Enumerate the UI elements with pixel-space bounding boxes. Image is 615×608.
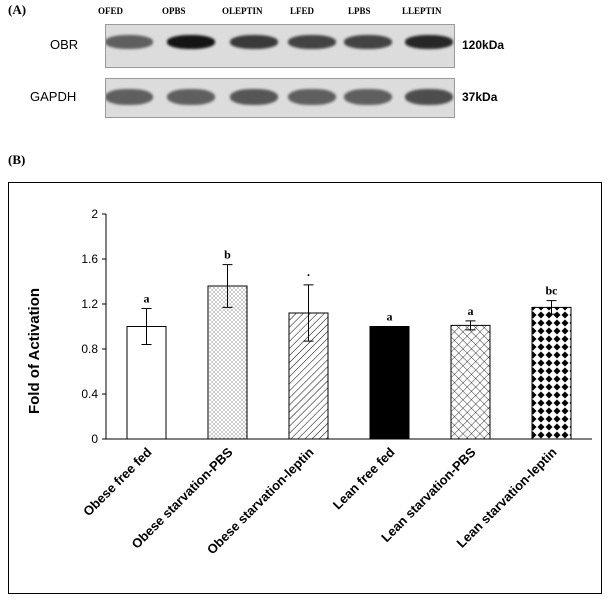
bar [369,326,410,440]
blot-band [167,35,215,49]
bar [531,306,572,440]
bar [207,285,248,440]
blot-band [106,35,153,49]
y-tick-label: 0.8 [81,342,98,356]
y-tick-label: 0 [91,432,98,446]
significance-label: b [224,248,231,262]
bar-chart: 00.40.81.21.62 ab·a abc Obese free fedObe… [26,207,592,557]
chart-frame: 0 0.4 0.8 1.2 1.6 2 a b · a a bc Obese free fed Obe… [8,182,602,594]
y-tick-label: 1.2 [81,297,98,311]
lane-label-lleptin: LLEPTIN [402,6,442,16]
lane-label-oleptin: OLEPTIN [222,6,263,16]
blot-band [405,35,453,49]
lane-label-lpbs: LPBS [348,6,371,16]
blot-band [230,89,278,105]
y-tick-label: 1.6 [81,252,98,266]
row-label-gapdh: GAPDH [30,89,77,104]
significance-label: · [306,268,310,282]
blot-obr [105,24,455,68]
blot-band [106,89,153,105]
blot-band [344,35,392,49]
blot-band [288,89,336,105]
blot-band [230,35,278,49]
row-label-obr: OBR [50,37,79,52]
y-tick-label: 0.4 [81,387,98,401]
lane-label-ofed: OFED [98,6,124,16]
blot-band [344,89,392,105]
significance-label: a [468,304,474,318]
significance-label: a [387,310,393,324]
panel-b-label: (B) [8,152,26,167]
blot-band [405,89,453,105]
bar [126,326,167,440]
y-tick-label: 2 [91,207,98,221]
blot-gapdh [105,78,455,118]
size-label-obr: 120kDa [462,38,505,52]
significance-label: bc [546,284,559,298]
x-category-label: Lean free fed [330,444,398,512]
y-axis-label: Fold of Activation [26,288,43,414]
x-category-label: Obese free fed [80,444,155,519]
lane-label-opbs: OPBS [162,6,186,16]
panel-a-label: (A) [8,2,27,17]
significance-label: a [144,292,150,306]
bar [450,324,491,440]
blot-band [167,89,215,105]
size-label-gapdh: 37kDa [462,90,498,104]
blot-band [288,35,336,49]
lane-label-lfed: LFED [290,6,315,16]
